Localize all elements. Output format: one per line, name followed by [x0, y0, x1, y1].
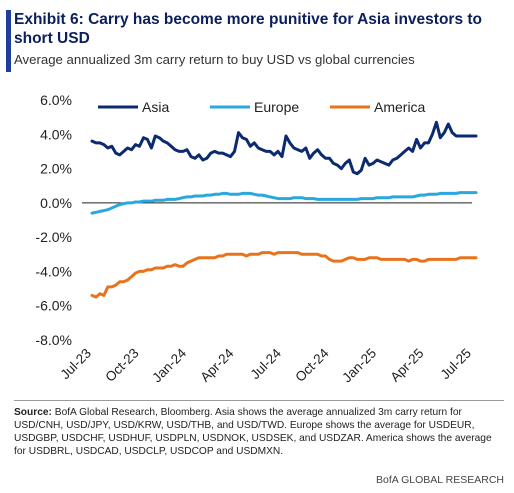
series-line-america — [90, 251, 478, 299]
chart-subtitle: Average annualized 3m carry return to bu… — [14, 52, 415, 67]
y-tick-label: -4.0% — [35, 263, 72, 279]
series-line-asia — [90, 120, 478, 176]
y-tick-label: -2.0% — [35, 229, 72, 245]
x-axis: Jul-23 Oct-23 Jan-24 Apr-24 Jul-24 Oct-24 Jan-… — [58, 345, 475, 385]
plot-area — [82, 120, 478, 299]
source-text: BofA Global Research, Bloomberg. Asia sh… — [14, 407, 492, 457]
y-tick-label: 2.0% — [40, 161, 72, 177]
y-tick-label: 6.0% — [40, 92, 72, 108]
x-tick-label: Jul-25 — [438, 346, 475, 383]
x-tick-label: Jan-25 — [339, 346, 379, 386]
legend-label-europe: Europe — [254, 99, 299, 115]
x-tick-label: Apr-24 — [197, 345, 237, 385]
y-tick-label: 0.0% — [40, 195, 72, 211]
legend: Asia Europe America — [98, 99, 426, 115]
legend-label-america: America — [374, 99, 426, 115]
series-line-europe — [90, 191, 478, 215]
line-chart: 6.0% 4.0% 2.0% 0.0% -2.0% -4.0% -6.0% -8.0% Jul… — [35, 92, 478, 385]
y-tick-label: 4.0% — [40, 126, 72, 142]
source-note: Source: BofA Global Research, Bloomberg.… — [14, 406, 506, 458]
y-axis: 6.0% 4.0% 2.0% 0.0% -2.0% -4.0% -6.0% -8.0% — [35, 92, 72, 348]
source-label: Source: — [14, 407, 52, 418]
x-tick-label: Oct-24 — [292, 345, 332, 385]
divider — [14, 400, 504, 401]
x-tick-label: Jul-23 — [58, 346, 95, 383]
y-tick-label: -8.0% — [35, 332, 72, 348]
chart-title: Exhibit 6: Carry has become more punitiv… — [14, 11, 482, 47]
x-tick-label: Jan-24 — [149, 345, 189, 385]
accent-bar — [6, 10, 11, 72]
x-tick-label: Apr-25 — [387, 346, 426, 385]
x-tick-label: Oct-23 — [102, 346, 141, 385]
y-tick-label: -6.0% — [35, 298, 72, 314]
legend-label-asia: Asia — [142, 99, 169, 115]
brand-footer: BofA GLOBAL RESEARCH — [376, 474, 504, 486]
x-tick-label: Jul-24 — [248, 345, 285, 382]
